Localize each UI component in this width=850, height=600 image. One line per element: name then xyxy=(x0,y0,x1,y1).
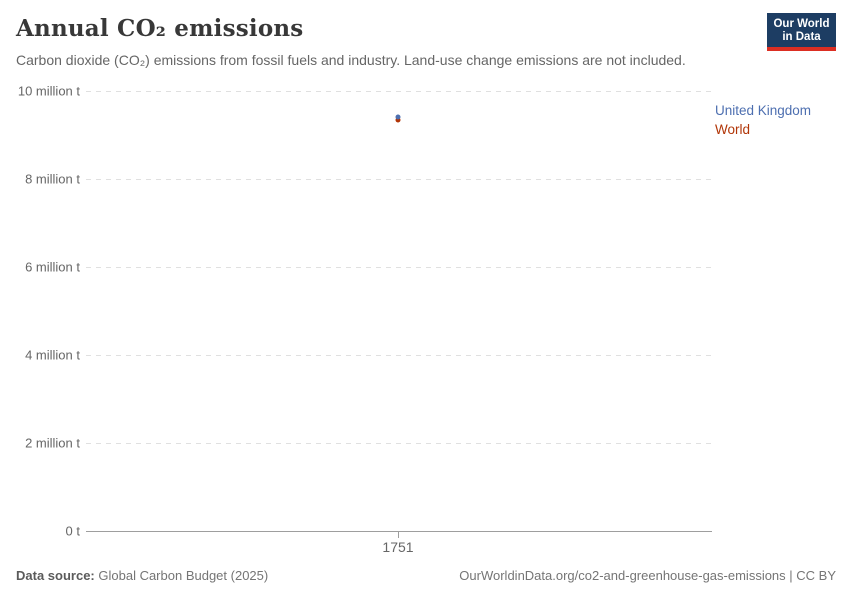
owid-logo-line1: Our World xyxy=(773,18,830,30)
owid-logo[interactable]: Our World in Data xyxy=(767,13,836,51)
gridline xyxy=(86,267,712,268)
gridline xyxy=(86,179,712,180)
data-source-label: Data source: xyxy=(16,568,95,583)
chart-legend: United Kingdom World xyxy=(715,101,811,139)
x-axis-tick-label: 1751 xyxy=(382,539,414,555)
gridline xyxy=(86,355,712,356)
gridline xyxy=(86,91,712,92)
y-axis-tick-label: 8 million t xyxy=(25,171,80,187)
license-link[interactable]: OurWorldinData.org/co2-and-greenhouse-ga… xyxy=(459,568,836,583)
page-title: Annual CO₂ emissions xyxy=(16,15,304,42)
legend-item-united-kingdom[interactable]: United Kingdom xyxy=(715,103,812,118)
x-axis-tick xyxy=(398,532,399,538)
chart-subtitle: Carbon dioxide (CO₂) emissions from foss… xyxy=(16,52,686,68)
gridline xyxy=(86,443,712,444)
data-source: Data source: Global Carbon Budget (2025) xyxy=(16,568,268,583)
data-point-united-kingdom[interactable] xyxy=(395,114,401,120)
y-axis-tick-label: 10 million t xyxy=(17,83,80,99)
owid-logo-line2: in Data xyxy=(782,30,821,43)
y-axis-tick-label: 6 million t xyxy=(25,259,80,275)
x-axis-line xyxy=(86,531,712,532)
legend-item-world[interactable]: World xyxy=(715,122,751,137)
y-axis-tick-label: 0 t xyxy=(65,523,80,539)
y-axis-tick-label: 2 million t xyxy=(25,435,80,451)
data-source-value[interactable]: Global Carbon Budget (2025) xyxy=(98,568,269,583)
chart-footer: Data source: Global Carbon Budget (2025)… xyxy=(16,568,836,583)
y-axis-tick-label: 4 million t xyxy=(25,347,80,363)
